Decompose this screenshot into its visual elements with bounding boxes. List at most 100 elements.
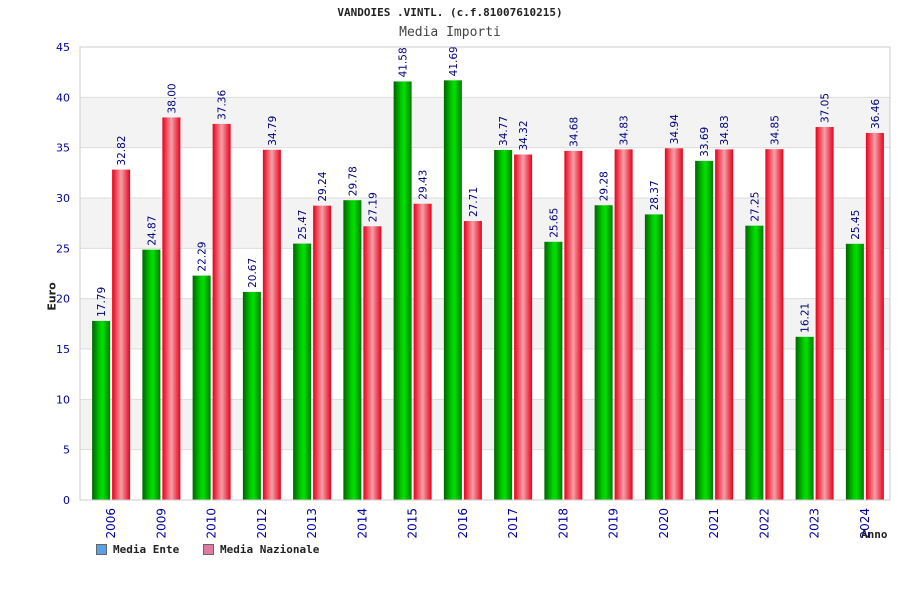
bar-media-ente (745, 225, 764, 500)
bar-media-nazionale (413, 203, 432, 500)
value-label-nazionale: 27.71 (468, 187, 480, 217)
bar-media-ente (293, 243, 312, 501)
value-label-ente: 27.25 (749, 192, 761, 222)
x-tick-label: 2020 (657, 508, 671, 539)
y-tick-label: 35 (56, 142, 70, 155)
value-label-ente: 41.58 (398, 47, 410, 77)
legend-swatch-nazionale (203, 544, 214, 555)
x-tick-label: 2010 (205, 508, 219, 539)
x-tick-label: 2019 (607, 508, 621, 539)
bar-media-nazionale (112, 169, 131, 500)
bar-media-ente (644, 214, 663, 500)
bars-layer (92, 80, 884, 501)
x-tick-label: 2013 (305, 508, 319, 539)
bar-media-ente (242, 291, 261, 500)
x-tick-label: 2015 (406, 508, 420, 539)
value-label-nazionale: 34.85 (769, 115, 781, 145)
value-label-ente: 17.79 (96, 287, 108, 317)
x-axis-label: Anno (861, 528, 888, 541)
x-tick-label: 2023 (808, 508, 822, 539)
value-label-ente: 34.77 (498, 116, 510, 146)
value-label-nazionale: 29.43 (418, 170, 430, 200)
legend-label-ente: Media Ente (113, 543, 180, 556)
value-label-ente: 16.21 (800, 303, 812, 333)
y-tick-label: 25 (56, 242, 70, 255)
value-label-nazionale: 34.83 (619, 115, 631, 145)
x-tick-label: 2006 (104, 508, 118, 539)
x-tick-label: 2012 (255, 508, 269, 539)
value-label-nazionale: 36.46 (870, 99, 882, 129)
value-label-ente: 20.67 (247, 258, 259, 288)
labels-layer: 17.79 32.82 24.87 38.00 22.29 37.36 20.67 34.79… (96, 46, 882, 333)
y-tick-label: 30 (56, 192, 70, 205)
x-tick-label: 2009 (154, 508, 168, 539)
x-tick-label: 2016 (456, 508, 470, 539)
bar-media-ente (494, 149, 513, 500)
y-tick-label: 10 (56, 393, 70, 406)
value-label-nazionale: 34.94 (669, 114, 681, 144)
value-label-nazionale: 37.36 (217, 90, 229, 120)
value-label-ente: 29.28 (599, 171, 611, 201)
x-tick-label: 2022 (757, 508, 771, 539)
bar-media-ente (343, 200, 362, 500)
axis-layer: 0 5 10 15 20 25 30 35 40 45 2006 2009 2010 2012 2013 20… (56, 41, 891, 539)
value-label-nazionale: 34.68 (568, 117, 580, 147)
x-tick-label: 2014 (355, 508, 369, 539)
bar-media-nazionale (564, 150, 583, 500)
bar-media-ente (92, 320, 111, 500)
bar-media-nazionale (212, 123, 231, 500)
bar-media-ente (695, 160, 714, 500)
y-tick-label: 5 (63, 444, 70, 457)
x-tick-label: 2021 (707, 508, 721, 539)
bar-media-ente (544, 241, 563, 501)
bar-media-ente (845, 243, 864, 500)
value-label-nazionale: 34.32 (518, 120, 530, 150)
y-tick-label: 0 (63, 494, 70, 507)
value-label-nazionale: 38.00 (166, 83, 178, 113)
value-label-ente: 29.78 (347, 166, 359, 196)
value-label-nazionale: 34.83 (719, 115, 731, 145)
value-label-nazionale: 27.19 (367, 192, 379, 222)
legend-swatch-ente (96, 544, 107, 555)
x-tick-label: 2018 (556, 508, 570, 539)
value-label-ente: 41.69 (448, 46, 460, 76)
x-tick-label: 2017 (506, 508, 520, 539)
bar-media-ente (594, 205, 613, 501)
bar-media-nazionale (715, 149, 734, 501)
value-label-ente: 25.65 (548, 208, 560, 238)
chart-subtitle: Media Importi (399, 25, 501, 40)
bar-media-nazionale (664, 148, 683, 500)
value-label-nazionale: 32.82 (116, 136, 128, 166)
value-label-ente: 25.47 (297, 210, 309, 240)
value-label-nazionale: 34.79 (267, 116, 279, 146)
value-label-ente: 28.37 (649, 180, 661, 210)
value-label-ente: 33.69 (699, 127, 711, 157)
bar-media-ente (795, 336, 814, 500)
x-tick-label: 2024 (858, 508, 872, 539)
legend-item-media-nazionale: Media Nazionale (203, 543, 319, 556)
bar-media-nazionale (865, 132, 884, 500)
plot-border (79, 46, 891, 501)
bar-media-nazionale (765, 149, 784, 500)
value-label-ente: 25.45 (850, 210, 862, 240)
y-tick-label: 40 (56, 91, 70, 104)
legend-label-nazionale: Media Nazionale (220, 543, 320, 556)
y-axis-label: Euro (45, 282, 59, 311)
y-tick-label: 20 (56, 293, 70, 306)
bar-media-ente (443, 80, 462, 500)
bar-media-nazionale (815, 127, 834, 500)
bar-media-ente (142, 249, 161, 500)
bar-media-nazionale (162, 117, 181, 500)
bar-media-nazionale (363, 226, 382, 500)
value-label-ente: 22.29 (197, 242, 209, 272)
bar-media-nazionale (463, 221, 482, 500)
value-label-ente: 24.87 (146, 216, 158, 246)
value-label-nazionale: 29.24 (317, 171, 329, 201)
bar-media-nazionale (262, 149, 281, 500)
y-tick-label: 15 (56, 343, 70, 356)
bar-media-nazionale (614, 149, 633, 501)
y-tick-label: 45 (56, 41, 70, 54)
bar-media-nazionale (313, 205, 332, 500)
chart-title: VANDOIES .VINTL. (c.f.81007610215) (337, 6, 563, 19)
